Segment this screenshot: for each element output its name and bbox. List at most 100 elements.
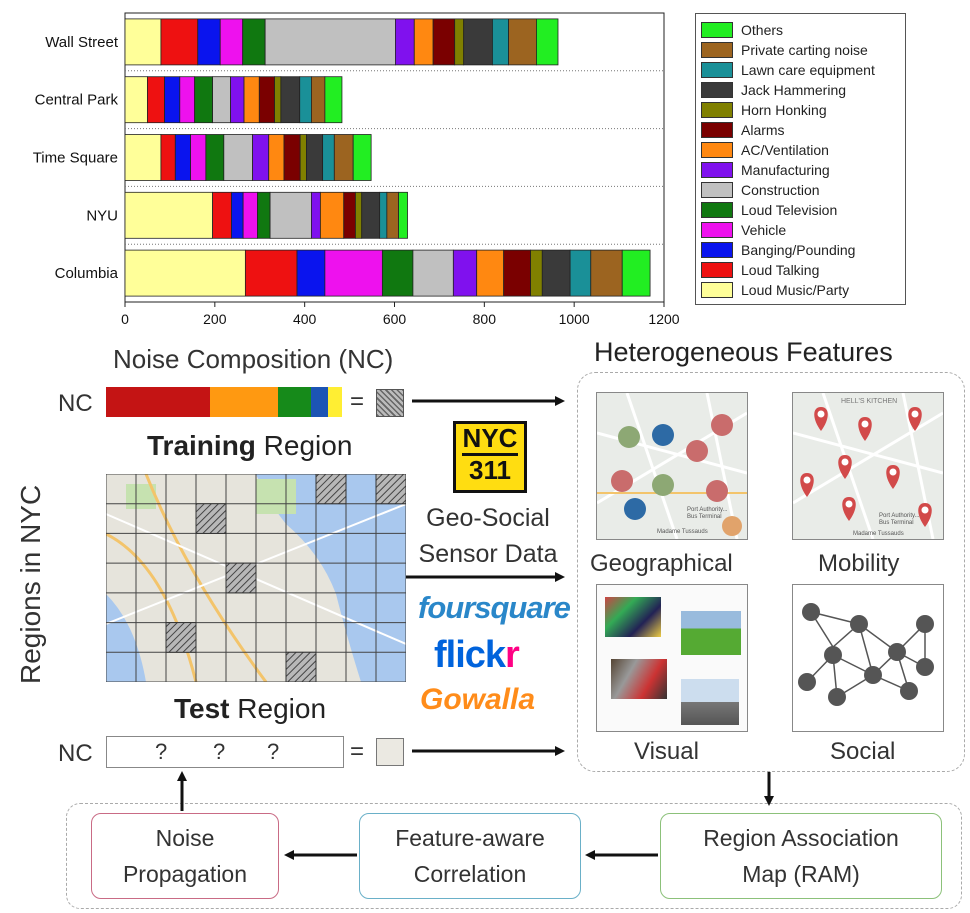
bar-segment <box>333 134 354 181</box>
nc-segment <box>209 387 279 417</box>
ram-line2: Map (RAM) <box>742 861 860 887</box>
bar-segment <box>463 18 493 66</box>
ram-line1: Region Association <box>703 825 899 851</box>
flickr-logo: flickr <box>434 634 520 677</box>
bar-segment <box>219 18 244 66</box>
nc-title: Noise Composition (NC) <box>113 344 394 374</box>
legend-label: Loud Music/Party <box>741 282 850 298</box>
bar-segment <box>124 191 213 239</box>
bar-segment <box>124 249 246 297</box>
bar-segment <box>412 249 454 297</box>
bar-segment <box>124 18 162 66</box>
bar-segment <box>452 249 478 297</box>
photo-thumbnail <box>605 597 661 637</box>
map-pin-icon <box>908 407 922 431</box>
nyc-grid-map <box>106 474 406 682</box>
foursquare-logo: foursquare <box>418 590 571 625</box>
bar-segment <box>530 249 543 297</box>
equals-sign-test: = <box>350 738 365 765</box>
training-bold: Training <box>147 430 256 461</box>
training-cell <box>195 503 227 534</box>
bar-segment <box>541 249 571 297</box>
training-cell <box>225 562 257 594</box>
bar-segment <box>264 18 396 66</box>
bar-segment <box>268 134 285 181</box>
bar-segment <box>257 191 271 239</box>
bar-segment <box>324 76 343 124</box>
legend-item: Construction <box>701 180 820 200</box>
bar-segment <box>299 134 307 181</box>
bar-segment <box>361 191 381 239</box>
map-text: Bus Terminal <box>879 520 914 526</box>
bar-segment <box>621 249 651 297</box>
legend-item: Private carting noise <box>701 40 868 60</box>
bar-segment <box>269 191 312 239</box>
bar-segment <box>398 191 408 239</box>
bar-segment <box>258 76 275 124</box>
training-cell <box>375 474 406 505</box>
map-text: Port Authority... <box>687 507 728 513</box>
legend-label: Horn Honking <box>741 102 827 118</box>
map-pin-icon <box>842 497 856 521</box>
bar-segment <box>252 134 270 181</box>
bar-segment <box>296 249 326 297</box>
bar-segment <box>242 18 266 66</box>
legend-swatch <box>701 182 733 198</box>
x-tick-label: 800 <box>473 311 497 327</box>
bar-segment <box>179 76 196 124</box>
test-bold: Test <box>174 693 230 724</box>
geographical-panel: Port Authority... Bus Terminal Madame Tu… <box>596 392 748 540</box>
legend-label: Loud Talking <box>741 262 820 278</box>
equals-sign: = <box>350 388 365 415</box>
stacked-bar-chart: Wall Street Central Park Time Square NYU Col… <box>33 12 680 327</box>
bar-segment <box>352 134 372 181</box>
legend-item: AC/Ventilation <box>701 140 829 160</box>
legend-item: Banging/Pounding <box>701 240 855 260</box>
legend-swatch <box>701 222 733 238</box>
geo-social-line1: Geo-Social <box>426 504 550 532</box>
bar-segment <box>231 191 244 239</box>
legend-swatch <box>701 82 733 98</box>
legend-swatch <box>701 162 733 178</box>
x-tick-label: 0 <box>121 311 129 327</box>
bar-segment <box>319 191 345 239</box>
legend-swatch <box>701 62 733 78</box>
map-pin-icon <box>814 407 828 431</box>
legend-swatch <box>701 142 733 158</box>
map-pin-icon <box>918 503 932 527</box>
legend-swatch <box>701 202 733 218</box>
geo-social-sensor-label: Geo-Social Sensor Data <box>418 500 558 572</box>
training-cell <box>285 651 317 682</box>
nc-label-test: NC <box>58 740 93 767</box>
nc-unknown-bar: ? ? ? <box>106 736 344 768</box>
question-mark: ? <box>155 739 168 764</box>
legend-label: AC/Ventilation <box>741 142 829 158</box>
category-label: Time Square <box>33 150 118 167</box>
bar-segment <box>212 76 231 124</box>
test-region-title: Test Region <box>174 693 326 725</box>
correlation-line2: Correlation <box>413 861 527 887</box>
photo-thumbnail <box>681 611 741 655</box>
map-text: HELL'S KITCHEN <box>841 398 897 405</box>
bar-segment <box>124 134 162 181</box>
legend-swatch <box>701 242 733 258</box>
bar-segment <box>299 76 312 124</box>
bar-segment <box>355 191 363 239</box>
bar-segment <box>124 76 148 124</box>
bar-segment <box>147 76 165 124</box>
bar-segment <box>432 18 456 66</box>
question-mark: ? <box>213 739 226 764</box>
bar-segment <box>205 134 225 181</box>
legend-item: Loud Television <box>701 200 837 220</box>
bar-segment <box>174 134 191 181</box>
bar-segment <box>280 76 301 124</box>
bar-segment <box>508 18 537 66</box>
bar-segment <box>379 191 388 239</box>
training-cell <box>315 474 347 505</box>
bar-segment <box>476 249 505 297</box>
visual-label: Visual <box>634 738 699 765</box>
x-tick-label: 1200 <box>648 311 679 327</box>
bar-segment <box>394 18 415 66</box>
legend-label: Private carting noise <box>741 42 868 58</box>
geographical-label: Geographical <box>590 550 733 577</box>
